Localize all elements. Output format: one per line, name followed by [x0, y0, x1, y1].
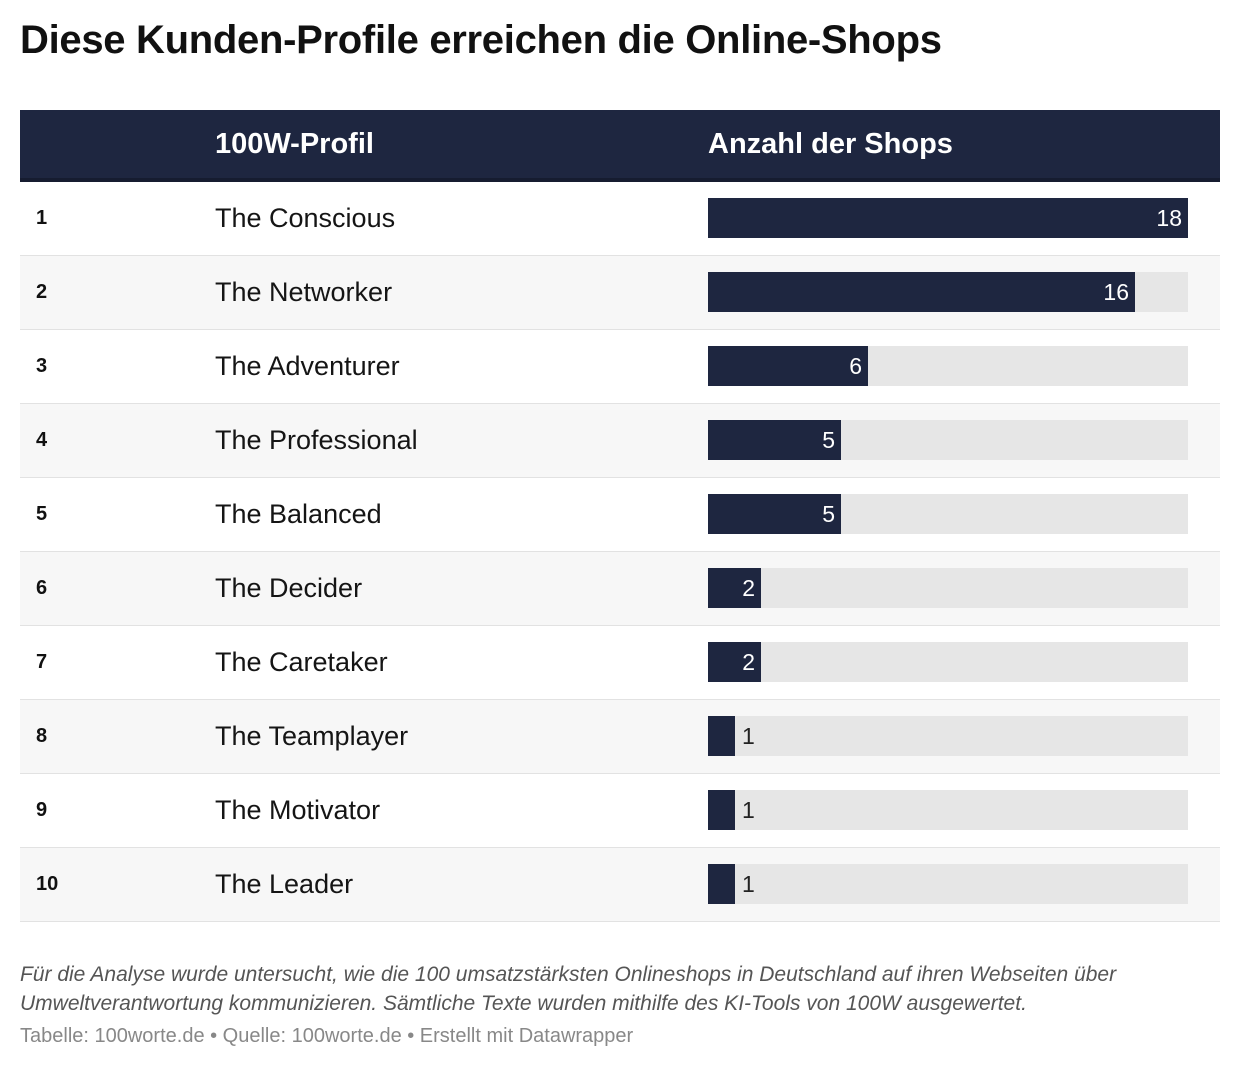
rank-cell: 5 — [36, 503, 48, 525]
rank-cell: 4 — [36, 429, 48, 451]
bar — [708, 494, 841, 534]
table-header: 100W-Profil Anzahl der Shops — [20, 110, 1220, 182]
bar-track: 5 — [708, 420, 1188, 460]
profile-name: The Teamplayer — [215, 721, 409, 751]
profile-name: The Leader — [215, 869, 354, 899]
bar — [708, 346, 868, 386]
data-table: 100W-Profil Anzahl der Shops 1 The Consci… — [20, 110, 1220, 922]
rank-cell: 9 — [36, 799, 48, 821]
rank-cell: 7 — [36, 651, 48, 673]
bar-value-label: 5 — [822, 427, 835, 453]
profile-name: The Professional — [215, 425, 418, 455]
footnote: Für die Analyse wurde untersucht, wie di… — [20, 963, 1117, 1015]
bar-track: 2 — [708, 568, 1188, 608]
rank-cell: 1 — [36, 207, 48, 229]
bar-value-label: 16 — [1103, 279, 1129, 305]
bar-value-label: 6 — [849, 353, 862, 379]
bar-value-label: 2 — [742, 649, 755, 675]
bar-value-label: 2 — [742, 575, 755, 601]
bar — [708, 642, 761, 682]
bar-track: 1 — [708, 864, 1188, 904]
rank-cell: 3 — [36, 355, 48, 377]
table-row: 10 The Leader 1 — [20, 848, 1220, 922]
bar-value-label: 1 — [742, 797, 755, 823]
rank-cell: 8 — [36, 725, 48, 747]
profile-name: The Conscious — [215, 203, 396, 233]
profile-name: The Balanced — [215, 499, 382, 529]
bar-value-label: 1 — [742, 723, 755, 749]
table-row: 5 The Balanced 5 — [20, 478, 1220, 552]
table-row: 9 The Motivator 1 — [20, 774, 1220, 848]
table-row: 7 The Caretaker 2 — [20, 626, 1220, 700]
table-body: 1 The Conscious 18 2 The Networker 16 3 The Adv… — [20, 182, 1220, 922]
column-header-anzahl[interactable]: Anzahl der Shops — [708, 128, 953, 160]
bar — [708, 568, 761, 608]
bar-track: 6 — [708, 346, 1188, 386]
bar-track: 1 — [708, 790, 1188, 830]
chart-title: Diese Kunden-Profile erreichen die Onlin… — [20, 18, 942, 62]
bar — [708, 420, 841, 460]
profile-name: The Caretaker — [215, 647, 388, 677]
bar-track: 18 — [708, 198, 1188, 238]
bar — [708, 864, 735, 904]
table-row: 4 The Professional 5 — [20, 404, 1220, 478]
bar-value-label: 1 — [742, 871, 755, 897]
rank-cell: 10 — [36, 873, 59, 895]
bar-track: 2 — [708, 642, 1188, 682]
bar — [708, 272, 1135, 312]
table-row: 2 The Networker 16 — [20, 256, 1220, 330]
table-row: 3 The Adventurer 6 — [20, 330, 1220, 404]
source-credits: Tabelle: 100worte.de • Quelle: 100worte.… — [20, 1025, 634, 1047]
bar-track: 16 — [708, 272, 1188, 312]
profile-name: The Motivator — [215, 795, 381, 825]
column-header-profil[interactable]: 100W-Profil — [215, 128, 374, 160]
rank-cell: 2 — [36, 281, 48, 303]
table-row: 8 The Teamplayer 1 — [20, 700, 1220, 774]
bar-value-label: 5 — [822, 501, 835, 527]
bar-track: 5 — [708, 494, 1188, 534]
bar — [708, 716, 735, 756]
bar-track: 1 — [708, 716, 1188, 756]
table-row: 6 The Decider 2 — [20, 552, 1220, 626]
bar — [708, 790, 735, 830]
rank-cell: 6 — [36, 577, 48, 599]
profile-name: The Adventurer — [215, 351, 400, 381]
bar — [708, 198, 1188, 238]
profile-name: The Decider — [215, 573, 363, 603]
bar-value-label: 18 — [1156, 205, 1182, 231]
table-row: 1 The Conscious 18 — [20, 182, 1220, 256]
profile-name: The Networker — [215, 277, 393, 307]
